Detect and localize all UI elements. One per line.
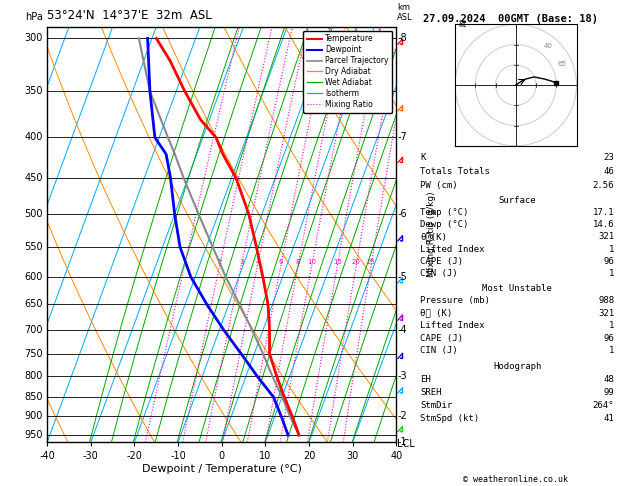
Text: Lifted Index: Lifted Index — [420, 244, 485, 254]
Text: -3: -3 — [398, 371, 407, 381]
Text: 700: 700 — [25, 325, 43, 335]
Text: CAPE (J): CAPE (J) — [420, 257, 464, 266]
Text: Hodograph: Hodograph — [493, 362, 542, 371]
Text: 1: 1 — [609, 269, 615, 278]
Text: 800: 800 — [25, 371, 43, 381]
Text: 48: 48 — [604, 375, 615, 384]
Text: 14.6: 14.6 — [593, 220, 615, 229]
Text: EH: EH — [420, 375, 431, 384]
Text: 3: 3 — [239, 259, 244, 265]
Text: 4: 4 — [255, 259, 260, 265]
Text: Mixing Ratio (g/kg): Mixing Ratio (g/kg) — [426, 191, 436, 278]
Text: 1: 1 — [609, 347, 615, 355]
Text: CIN (J): CIN (J) — [420, 269, 458, 278]
Text: 321: 321 — [598, 232, 615, 242]
Text: 1: 1 — [609, 321, 615, 330]
Text: 8: 8 — [296, 259, 301, 265]
Text: 450: 450 — [25, 173, 43, 183]
Text: LCL: LCL — [398, 439, 415, 449]
Text: K: K — [420, 153, 426, 162]
Text: 27.09.2024  00GMT (Base: 18): 27.09.2024 00GMT (Base: 18) — [423, 14, 598, 24]
Text: CAPE (J): CAPE (J) — [420, 334, 464, 343]
Text: -5: -5 — [398, 272, 407, 282]
Text: 650: 650 — [25, 299, 43, 310]
Text: Dewp (°C): Dewp (°C) — [420, 220, 469, 229]
Text: 900: 900 — [25, 412, 43, 421]
Text: 550: 550 — [25, 242, 43, 252]
Text: 2.56: 2.56 — [593, 181, 615, 190]
Text: 99: 99 — [604, 388, 615, 397]
Text: 41: 41 — [604, 414, 615, 423]
Text: km
ASL: km ASL — [398, 3, 413, 22]
Text: CIN (J): CIN (J) — [420, 347, 458, 355]
Text: 400: 400 — [25, 132, 43, 142]
Text: 300: 300 — [25, 34, 43, 43]
Text: 25: 25 — [367, 259, 376, 265]
Text: 53°24'N  14°37'E  32m  ASL: 53°24'N 14°37'E 32m ASL — [47, 9, 212, 22]
Text: 65: 65 — [557, 61, 566, 67]
Text: Temp (°C): Temp (°C) — [420, 208, 469, 217]
Text: -7: -7 — [398, 132, 407, 142]
Text: -8: -8 — [398, 34, 407, 43]
Text: Surface: Surface — [499, 196, 536, 205]
Text: 850: 850 — [25, 392, 43, 402]
Text: SREH: SREH — [420, 388, 442, 397]
Text: StmDir: StmDir — [420, 401, 453, 410]
Text: 321: 321 — [598, 309, 615, 318]
Text: 15: 15 — [333, 259, 342, 265]
Text: -2: -2 — [398, 412, 407, 421]
Text: kt: kt — [458, 20, 466, 29]
Text: 96: 96 — [604, 334, 615, 343]
Text: 500: 500 — [25, 209, 43, 219]
Text: 40: 40 — [544, 43, 553, 49]
Text: 350: 350 — [25, 87, 43, 96]
Text: Lifted Index: Lifted Index — [420, 321, 485, 330]
Text: 988: 988 — [598, 296, 615, 305]
Text: Pressure (mb): Pressure (mb) — [420, 296, 490, 305]
Text: 2: 2 — [218, 259, 222, 265]
Text: -1: -1 — [398, 437, 407, 447]
Text: 1: 1 — [182, 259, 187, 265]
Text: hPa: hPa — [25, 12, 43, 22]
Text: 46: 46 — [604, 167, 615, 176]
Text: Most Unstable: Most Unstable — [482, 284, 552, 293]
Text: Totals Totals: Totals Totals — [420, 167, 490, 176]
Text: 10: 10 — [308, 259, 316, 265]
Text: θᴇ(K): θᴇ(K) — [420, 232, 447, 242]
Text: 20: 20 — [352, 259, 360, 265]
Text: 6: 6 — [279, 259, 283, 265]
Text: -4: -4 — [398, 325, 407, 335]
Text: θᴇ (K): θᴇ (K) — [420, 309, 453, 318]
Text: 600: 600 — [25, 272, 43, 282]
X-axis label: Dewpoint / Temperature (°C): Dewpoint / Temperature (°C) — [142, 464, 302, 474]
Text: 96: 96 — [604, 257, 615, 266]
Text: 17.1: 17.1 — [593, 208, 615, 217]
Text: StmSpd (kt): StmSpd (kt) — [420, 414, 479, 423]
Text: 750: 750 — [25, 349, 43, 359]
Text: PW (cm): PW (cm) — [420, 181, 458, 190]
Legend: Temperature, Dewpoint, Parcel Trajectory, Dry Adiabat, Wet Adiabat, Isotherm, Mi: Temperature, Dewpoint, Parcel Trajectory… — [303, 31, 392, 113]
Text: 264°: 264° — [593, 401, 615, 410]
Text: 23: 23 — [604, 153, 615, 162]
Text: © weatheronline.co.uk: © weatheronline.co.uk — [464, 474, 568, 484]
Text: -6: -6 — [398, 209, 407, 219]
Text: 950: 950 — [25, 430, 43, 440]
Text: 1: 1 — [609, 244, 615, 254]
